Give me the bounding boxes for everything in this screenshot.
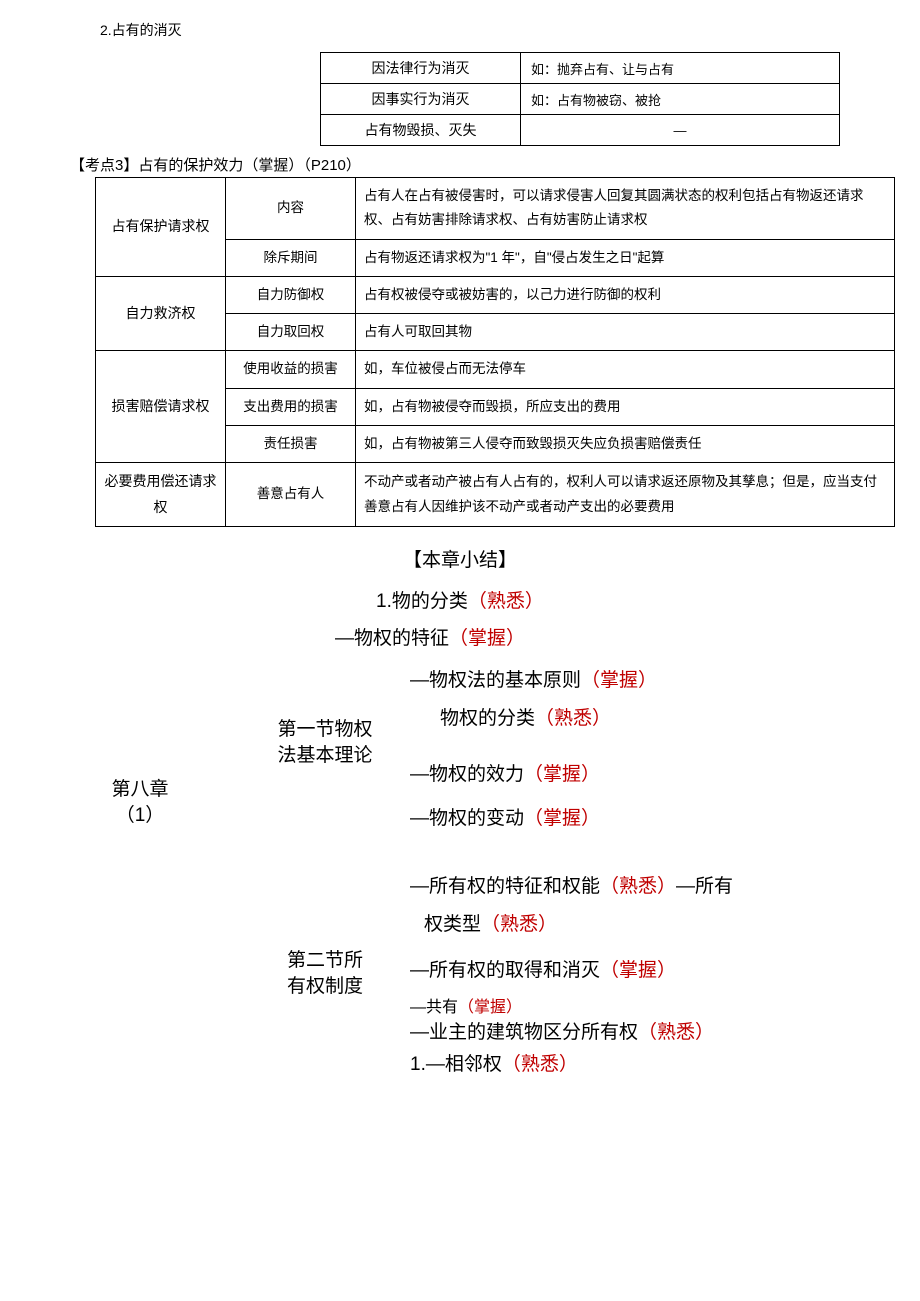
table-row: 占有物毁损、灭失— xyxy=(321,115,840,146)
outline-item-1: 1.物的分类（熟悉） xyxy=(40,586,880,613)
outline-chapter-block: 第八章 （1） 第一节物权 法基本理论 —物权法的基本原则（掌握）物权的分类（熟… xyxy=(40,662,880,1112)
outline-item-2: —物权的特征（掌握） xyxy=(40,623,880,650)
table-protection: 占有保护请求权内容占有人在占有被侵害时，可以请求侵害人回复其圆满状态的权利包括占… xyxy=(95,177,895,527)
outline-topic: —物权的变动（掌握） xyxy=(410,800,880,838)
table-row: 必要费用偿还请求权善意占有人不动产或者动产被占有人占有的，权利人可以请求返还原物… xyxy=(96,463,895,526)
table-row: 占有保护请求权内容占有人在占有被侵害时，可以请求侵害人回复其圆满状态的权利包括占… xyxy=(96,178,895,240)
keypoint-3-heading: 【考点3】占有的保护效力（掌握）（P210） xyxy=(40,154,880,175)
outline-topic: 物权的分类（熟悉） xyxy=(410,700,880,738)
table-row: 因法律行为消灭如：抛弃占有、让与占有 xyxy=(321,53,840,84)
table-row: 因事实行为消灭如：占有物被窃、被抢 xyxy=(321,84,840,115)
table-extinction: 因法律行为消灭如：抛弃占有、让与占有因事实行为消灭如：占有物被窃、被抢占有物毁损… xyxy=(320,52,840,146)
outline-section-2: 第二节所 有权制度 —所有权的特征和权能（熟悉）—所有权类型（熟悉） —所有权的取… xyxy=(240,868,880,1082)
outline-topic: —物权法的基本原则（掌握） xyxy=(410,662,880,700)
outline-topic: 权类型（熟悉） xyxy=(410,906,880,944)
outline-topic: —共有（掌握） xyxy=(410,998,880,1017)
chapter-summary-title: 【本章小结】 xyxy=(40,545,880,572)
table-row: 损害赔偿请求权使用收益的损害如，车位被侵占而无法停车 xyxy=(96,351,895,388)
table-row: 自力救济权自力防御权占有权被侵夺或被妨害的，以己力进行防御的权利 xyxy=(96,276,895,313)
section-2-topics: —所有权的特征和权能（熟悉）—所有权类型（熟悉） —所有权的取得和消灭（掌握） —共… xyxy=(410,868,880,1082)
outline-topic: —所有权的特征和权能（熟悉）—所有 xyxy=(410,868,880,906)
section-2-label: 第二节所 有权制度 xyxy=(240,868,410,1001)
outline-topic: —业主的建筑物区分所有权（熟悉） xyxy=(410,1017,880,1049)
section-heading: 2.占有的消灭 xyxy=(40,20,880,40)
outline-topic: 1.—相邻权（熟悉） xyxy=(410,1049,880,1081)
outline-section-1: 第一节物权 法基本理论 —物权法的基本原则（掌握）物权的分类（熟悉） —物权的效力… xyxy=(240,662,880,838)
outline-topic: —物权的效力（掌握） xyxy=(410,756,880,794)
section-1-topics: —物权法的基本原则（掌握）物权的分类（熟悉） —物权的效力（掌握） —物权的变动（掌… xyxy=(410,662,880,838)
outline-topic: —所有权的取得和消灭（掌握） xyxy=(410,952,880,990)
section-1-label: 第一节物权 法基本理论 xyxy=(240,662,410,770)
chapter-label: 第八章 （1） xyxy=(40,662,240,830)
